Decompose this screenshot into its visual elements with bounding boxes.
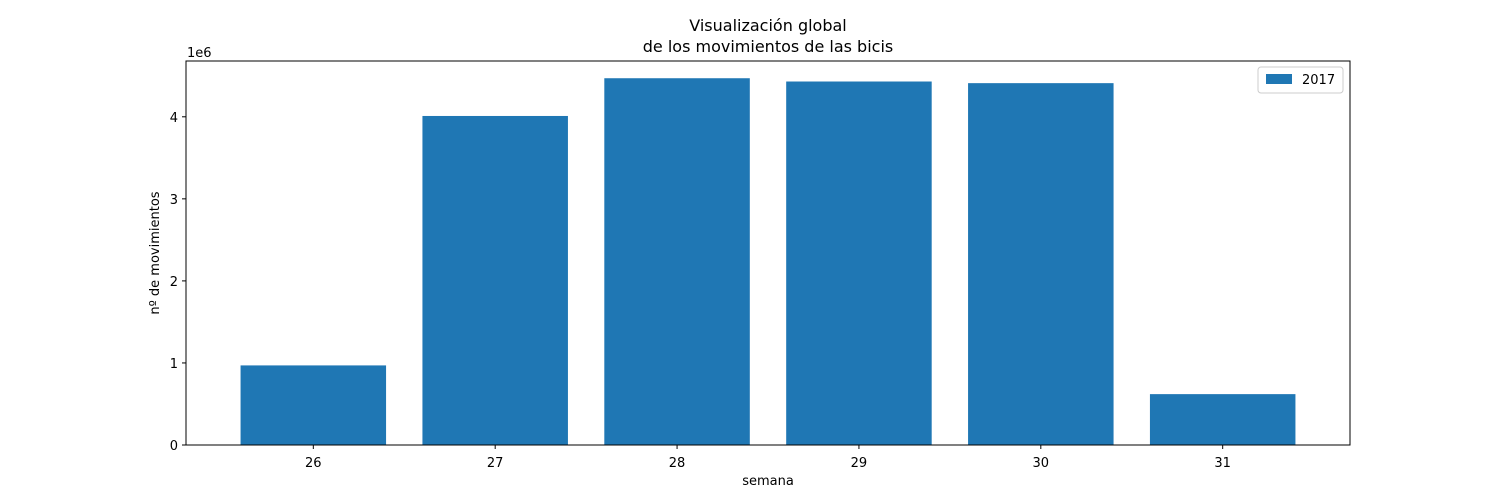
x-tick-label-30: 30 bbox=[1033, 456, 1050, 471]
x-axis-label: semana bbox=[742, 474, 794, 489]
x-tick-label-27: 27 bbox=[487, 456, 504, 471]
y-tick-label-0: 0 bbox=[170, 439, 178, 454]
legend-label: 2017 bbox=[1302, 73, 1335, 88]
x-tick-label-28: 28 bbox=[669, 456, 686, 471]
plot-frame bbox=[185, 60, 1351, 446]
y-offset-label: 1e6 bbox=[187, 46, 212, 61]
x-tick-label-26: 26 bbox=[305, 456, 322, 471]
x-axis-ticks: 26 27 28 29 30 31 bbox=[305, 445, 1231, 471]
chart-title-line-2: de los movimientos de las bicis bbox=[643, 37, 893, 56]
bar-31 bbox=[1149, 394, 1296, 445]
legend-frame bbox=[1257, 66, 1344, 94]
legend: 2017 bbox=[1257, 66, 1344, 94]
x-tick-label-29: 29 bbox=[851, 456, 868, 471]
bars-group bbox=[240, 78, 1296, 446]
x-tick-label-31: 31 bbox=[1214, 456, 1231, 471]
chart-title-line-1: Visualización global bbox=[689, 16, 846, 35]
y-tick-label-2: 2 bbox=[170, 275, 178, 290]
y-tick-label-4: 4 bbox=[170, 111, 178, 126]
y-axis-label: nº de movimientos bbox=[148, 191, 163, 314]
bar-26 bbox=[240, 365, 387, 445]
bar-28 bbox=[604, 78, 750, 445]
y-tick-label-3: 3 bbox=[170, 193, 178, 208]
legend-swatch bbox=[1266, 74, 1292, 84]
bar-30 bbox=[968, 83, 1114, 446]
y-axis-ticks: 0 1 2 3 4 bbox=[170, 111, 186, 454]
y-tick-label-1: 1 bbox=[170, 357, 178, 372]
chart-title: Visualización global de los movimientos … bbox=[643, 16, 893, 56]
bar-27 bbox=[422, 115, 568, 445]
bar-29 bbox=[786, 81, 932, 445]
